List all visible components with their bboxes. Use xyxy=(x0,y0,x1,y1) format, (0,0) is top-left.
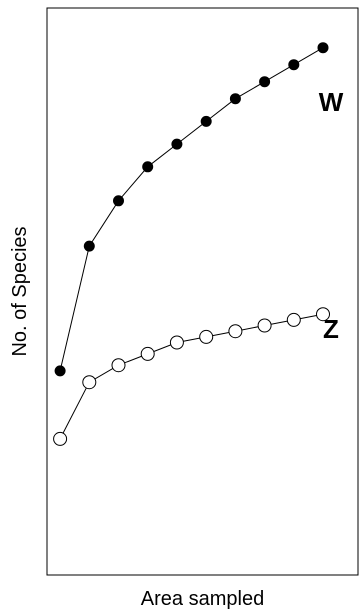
series-w-point-5 xyxy=(171,138,183,150)
series-z-point-8 xyxy=(257,318,272,333)
series-points xyxy=(53,42,330,446)
series-w-point-7 xyxy=(229,93,241,105)
plot-area-frame xyxy=(46,7,359,576)
series-lines xyxy=(59,47,324,440)
series-z-point-10 xyxy=(316,307,330,322)
series-w-point-3 xyxy=(113,195,124,207)
series-w-point-4 xyxy=(142,161,154,173)
series-z-point-4 xyxy=(140,346,155,361)
series-z-point-1 xyxy=(53,431,68,446)
series-z-line xyxy=(59,313,324,440)
series-w-point-9 xyxy=(288,59,300,71)
series-z-point-9 xyxy=(286,312,301,327)
series-z-point-2 xyxy=(82,375,97,390)
series-z-point-6 xyxy=(199,329,214,344)
series-w-line xyxy=(59,47,324,372)
series-z-label: Z xyxy=(323,314,339,344)
series-z-point-5 xyxy=(169,335,184,350)
series-w-label: W xyxy=(319,87,344,117)
series-z-point-7 xyxy=(228,324,243,339)
x-axis-label: Area sampled xyxy=(141,588,264,610)
series-w-point-6 xyxy=(200,115,212,127)
series-z-point-3 xyxy=(111,358,126,373)
series-w-point-1 xyxy=(54,365,66,377)
series-w-point-10 xyxy=(317,42,329,54)
y-axis-label: No. of Species xyxy=(9,226,31,356)
series-w-point-8 xyxy=(259,76,271,88)
series-labels: WZ xyxy=(319,87,344,344)
series-w-point-2 xyxy=(83,240,95,252)
